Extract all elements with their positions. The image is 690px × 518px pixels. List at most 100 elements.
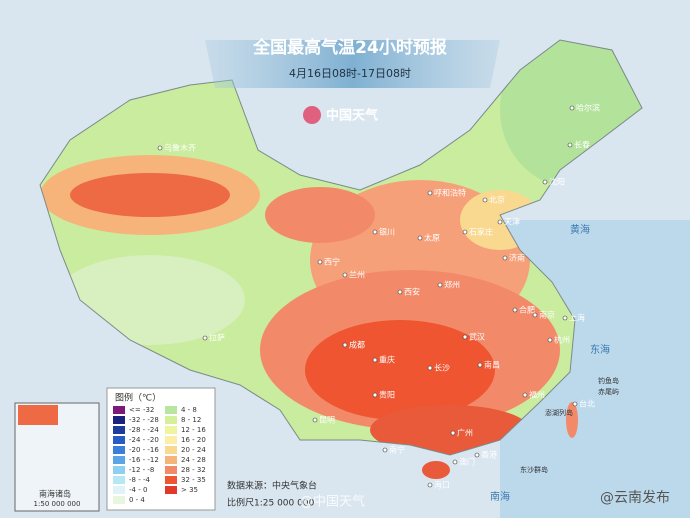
city-label: 长沙	[434, 363, 450, 373]
city-dot	[482, 197, 488, 203]
city-dot	[512, 307, 518, 313]
city-label: 香港	[481, 450, 497, 460]
watermark: @中国天气	[300, 494, 365, 510]
city-dot	[342, 272, 348, 278]
legend-swatch	[113, 476, 125, 484]
city-dot	[372, 357, 378, 363]
city-dot	[547, 337, 553, 343]
city-dot	[567, 142, 573, 148]
scale: 比例尺1:25 000 000	[227, 497, 315, 509]
city-label: 太原	[424, 233, 440, 243]
legend-label: 28 - 32	[181, 466, 206, 474]
legend-swatch	[113, 486, 125, 494]
legend-title: 图例（℃）	[115, 392, 161, 404]
city-label: 济南	[509, 253, 525, 263]
legend-label: 20 - 24	[181, 446, 206, 454]
sea-label: 东海	[590, 343, 610, 356]
city-label: 南京	[539, 310, 555, 320]
city-dot	[452, 459, 458, 465]
legend-label: 16 - 20	[181, 436, 206, 444]
legend-swatch	[165, 406, 177, 414]
city-label: 北京	[489, 195, 505, 205]
legend-label: -16 - -12	[129, 456, 159, 464]
legend-swatch	[113, 416, 125, 424]
legend-swatch	[113, 406, 125, 414]
logo-icon	[303, 106, 321, 124]
city-label: 福州	[529, 391, 545, 400]
city-dot	[572, 401, 578, 407]
city-label: 拉萨	[209, 333, 225, 343]
legend-label: -4 - 0	[129, 486, 147, 494]
city-label: 哈尔滨	[576, 103, 600, 113]
hainan	[422, 461, 450, 479]
city-label: 昆明	[319, 416, 335, 425]
city-dot	[202, 335, 208, 341]
legend-swatch	[113, 456, 125, 464]
city-dot	[342, 342, 348, 348]
legend-label: -28 - -24	[129, 426, 159, 434]
city-label: 贵阳	[379, 390, 395, 400]
city-dot	[522, 392, 528, 398]
island-label: 赤尾屿	[598, 387, 619, 396]
city-dot	[372, 229, 378, 235]
logo: 中国天气	[326, 108, 378, 124]
legend-label: -20 - -16	[129, 446, 159, 454]
legend-swatch	[165, 486, 177, 494]
legend-swatch	[165, 416, 177, 424]
legend-swatch	[113, 426, 125, 434]
city-dot	[427, 190, 433, 196]
legend-swatch	[165, 466, 177, 474]
border	[39, 39, 643, 456]
taiwan	[566, 402, 578, 438]
city-dot	[157, 145, 163, 151]
legend-label: 32 - 35	[181, 476, 206, 484]
city-dot	[474, 452, 480, 458]
city-dot	[427, 482, 433, 488]
legend-label: -32 - -28	[129, 416, 159, 424]
legend-label: 24 - 28	[181, 456, 206, 464]
city-label: 郑州	[444, 280, 460, 290]
city-dot	[372, 392, 378, 398]
sea-label: 南海	[490, 490, 510, 503]
city-label: 呼和浩特	[434, 188, 466, 198]
legend-swatch	[113, 436, 125, 444]
city-dot	[397, 289, 403, 295]
watermark: @云南发布	[600, 490, 670, 506]
city-dot	[437, 282, 443, 288]
city-dot	[532, 312, 538, 318]
city-dot	[462, 229, 468, 235]
legend-swatch	[165, 426, 177, 434]
city-dot	[427, 365, 433, 371]
city-label: 天津	[504, 217, 520, 227]
city-label: 海口	[434, 480, 450, 490]
legend-label: 0 - 4	[129, 496, 145, 504]
inset-scale: 1:50 000 000	[34, 500, 81, 508]
city-dot	[382, 447, 388, 453]
city-label: 银川	[379, 227, 395, 237]
city-label: 南昌	[484, 360, 500, 370]
legend-swatch	[165, 436, 177, 444]
legend-swatch	[165, 476, 177, 484]
city-label: 西安	[404, 287, 420, 297]
city-dot	[497, 219, 503, 225]
city-dot	[562, 315, 568, 321]
city-label: 武汉	[469, 332, 485, 342]
city-dot	[450, 430, 456, 436]
inset-title: 南海诸岛	[39, 489, 71, 499]
island-label: 钓鱼岛	[598, 376, 619, 385]
city-label: 沈阳	[549, 177, 565, 187]
city-label: 台北	[579, 399, 595, 409]
legend-label: > 35	[181, 486, 198, 494]
city-dot	[417, 235, 423, 241]
city-label: 澳门	[459, 457, 475, 467]
city-label: 乌鲁木齐	[164, 143, 196, 153]
city-label: 西宁	[324, 257, 340, 267]
subtitle: 4月16日08时-17日08时	[289, 67, 411, 80]
city-label: 南宁	[389, 445, 405, 455]
inset-land	[18, 405, 58, 425]
city-label: 长春	[574, 140, 590, 150]
title: 全国最高气温24小时预报	[252, 37, 447, 58]
city-dot	[312, 417, 318, 423]
